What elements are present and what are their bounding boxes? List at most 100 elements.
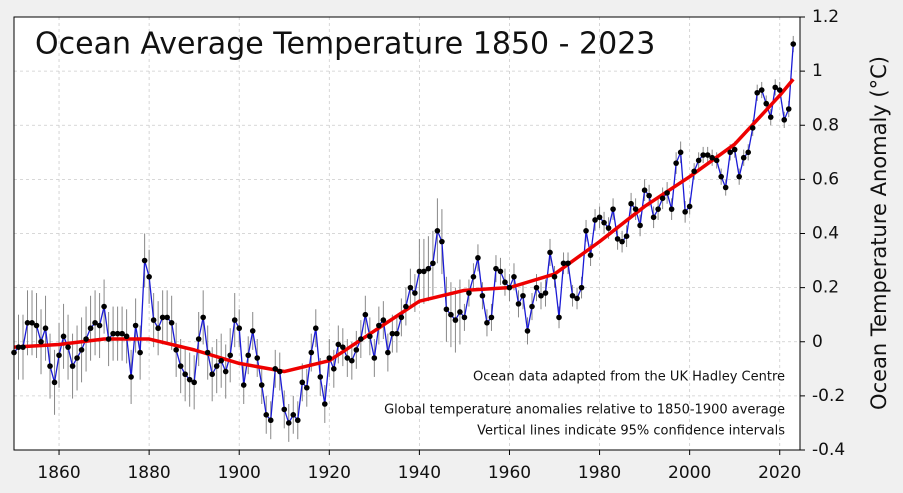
data-point xyxy=(565,260,571,267)
data-point xyxy=(677,149,684,156)
data-point xyxy=(722,184,729,191)
data-point xyxy=(637,222,643,229)
data-point xyxy=(182,371,188,378)
data-point xyxy=(105,336,112,342)
data-point xyxy=(56,352,62,359)
x-tick-label: 1980 xyxy=(578,463,621,483)
data-point xyxy=(515,301,522,307)
data-point xyxy=(51,379,58,386)
data-point xyxy=(493,265,499,272)
data-point xyxy=(227,352,234,359)
data-point xyxy=(101,303,107,310)
data-point xyxy=(583,227,589,234)
data-point xyxy=(263,412,270,418)
data-point xyxy=(430,260,436,267)
y-tick-label: 1 xyxy=(812,61,823,81)
data-point xyxy=(592,217,598,223)
data-point xyxy=(69,363,76,369)
data-point xyxy=(727,149,733,156)
y-axis-label: Ocean Temperature Anomaly (°C) xyxy=(867,56,891,410)
data-point xyxy=(718,173,724,180)
data-point xyxy=(529,303,535,310)
data-point xyxy=(303,384,310,391)
data-point xyxy=(159,314,166,321)
data-point xyxy=(204,349,211,356)
data-point xyxy=(538,292,544,299)
data-point xyxy=(673,160,679,166)
data-point xyxy=(110,330,116,337)
data-point xyxy=(353,347,360,353)
data-point xyxy=(556,314,562,321)
data-point xyxy=(632,206,639,212)
data-point xyxy=(15,344,22,350)
data-point xyxy=(682,209,688,215)
data-point xyxy=(439,238,445,245)
data-point xyxy=(781,117,788,123)
data-point xyxy=(20,344,26,350)
data-point xyxy=(394,330,400,337)
data-point xyxy=(276,368,283,375)
data-point xyxy=(533,284,540,291)
data-point xyxy=(186,376,193,383)
data-point xyxy=(704,152,711,158)
data-point xyxy=(24,320,31,326)
data-point xyxy=(628,200,634,207)
data-point xyxy=(709,154,715,161)
data-point xyxy=(659,195,666,202)
data-point xyxy=(38,338,44,345)
data-point xyxy=(506,284,513,291)
data-point xyxy=(425,265,432,272)
data-point xyxy=(231,317,238,323)
data-point xyxy=(700,152,706,158)
data-point xyxy=(344,355,351,361)
data-point xyxy=(132,322,139,329)
x-tick-label: 1880 xyxy=(127,463,170,483)
data-point xyxy=(137,349,143,356)
y-tick-label: -0.4 xyxy=(812,440,845,460)
data-point xyxy=(317,374,324,380)
data-point xyxy=(502,279,508,286)
data-point xyxy=(785,106,792,112)
data-point xyxy=(560,260,567,267)
x-tick-label: 1860 xyxy=(37,463,80,483)
data-point xyxy=(240,382,247,388)
data-point xyxy=(78,347,85,353)
data-point xyxy=(403,303,409,310)
data-point xyxy=(195,336,202,342)
data-point xyxy=(349,357,355,364)
data-point xyxy=(29,320,35,326)
data-point xyxy=(466,290,472,296)
data-point xyxy=(731,146,738,153)
y-tick-label: 0.8 xyxy=(812,115,839,135)
data-point xyxy=(150,317,157,323)
data-point xyxy=(695,157,702,164)
data-point xyxy=(407,284,414,291)
data-point xyxy=(209,371,215,378)
data-point xyxy=(452,317,459,323)
data-point xyxy=(236,325,243,332)
data-point xyxy=(740,154,747,161)
data-point xyxy=(497,268,504,275)
data-point xyxy=(380,317,387,323)
data-point xyxy=(389,330,396,337)
data-point xyxy=(457,309,463,315)
data-point xyxy=(421,268,427,275)
y-tick-label: 0.2 xyxy=(812,278,839,298)
data-point xyxy=(168,320,175,326)
data-point xyxy=(213,363,220,369)
data-point xyxy=(470,274,477,280)
data-point xyxy=(321,401,328,407)
data-point xyxy=(713,157,720,164)
data-point xyxy=(587,252,594,258)
data-point xyxy=(479,292,486,299)
data-point xyxy=(569,292,576,299)
x-tick-label: 2000 xyxy=(668,463,711,483)
data-point xyxy=(416,268,423,275)
annotation: Ocean data adapted from the UK Hadley Ce… xyxy=(473,370,785,385)
data-point xyxy=(308,349,315,356)
data-point xyxy=(254,355,261,361)
data-point xyxy=(299,379,306,386)
x-tick-label: 2020 xyxy=(758,463,801,483)
data-point xyxy=(686,203,693,210)
